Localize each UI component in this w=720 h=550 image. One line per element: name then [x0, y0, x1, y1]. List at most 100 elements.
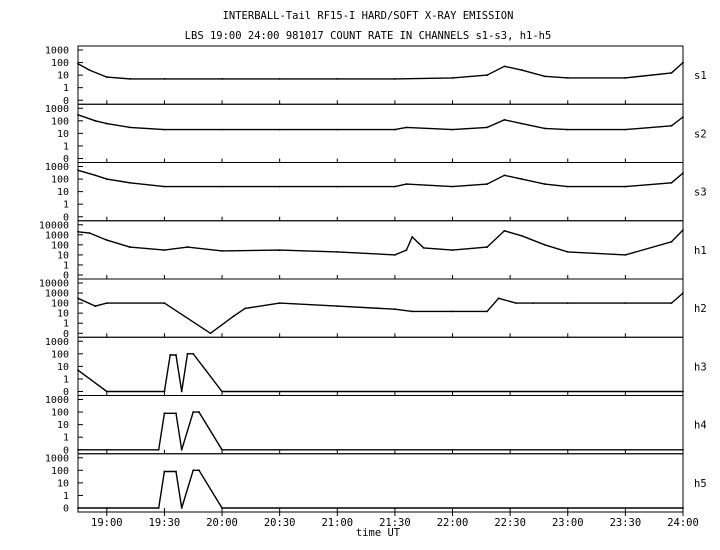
data-point-s3: [105, 178, 108, 180]
data-point-h2: [394, 308, 396, 311]
data-point-s2: [163, 128, 166, 131]
data-point-h1: [221, 250, 223, 252]
series-line-h5: [78, 469, 683, 509]
channel-label-s2: s2: [694, 128, 707, 140]
y-tick-label-h5: 100: [51, 466, 69, 477]
data-point-s2: [278, 128, 281, 131]
data-point-h3: [192, 352, 195, 355]
x-tick-label: 19:30: [149, 517, 181, 529]
y-tick-label-h2: 0: [63, 329, 69, 340]
series-line-s3: [77, 169, 684, 188]
data-point-s2: [503, 118, 506, 121]
data-point-s1: [278, 78, 281, 80]
data-point-h1: [77, 230, 79, 233]
channel-label-h2: h2: [694, 303, 707, 315]
data-point-s2: [94, 119, 97, 122]
y-tick-label-s1: 0: [63, 96, 69, 107]
data-point-h2: [163, 302, 166, 304]
data-point-h1: [422, 246, 425, 249]
data-point-h1: [163, 249, 166, 252]
data-point-s3: [336, 185, 339, 188]
data-point-h1: [670, 240, 673, 243]
data-point-s3: [543, 183, 546, 185]
data-point-s3: [394, 185, 396, 188]
y-tick-label-h1: 1: [63, 260, 69, 271]
series-line-h3: [77, 353, 683, 393]
y-tick-label-s2: 1: [63, 141, 69, 152]
panel-frame-s2: [77, 103, 684, 163]
y-tick-label-s1: 1000: [45, 46, 69, 57]
data-point-s2: [405, 126, 408, 129]
data-point-s1: [163, 78, 166, 80]
y-tick-label-s3: 100: [51, 175, 69, 186]
data-point-h2: [682, 292, 684, 294]
y-tick-label-s3: 10: [57, 187, 69, 198]
channel-label-h1: h1: [694, 245, 707, 257]
data-point-s1: [624, 77, 627, 79]
data-point-s1: [670, 72, 673, 74]
series-line-h4: [78, 411, 683, 451]
y-tick-label-h3: 1000: [45, 337, 69, 348]
y-tick-label-s2: 1000: [45, 104, 69, 115]
panel-frame-h5: [77, 453, 684, 513]
figure-title-line1: INTERBALL-Tail RF15-I HARD/SOFT X-RAY EM…: [223, 10, 514, 22]
data-point-h3: [186, 352, 189, 355]
data-point-s3: [503, 174, 506, 177]
data-point-s3: [405, 183, 408, 185]
channel-label-s3: s3: [694, 187, 707, 199]
data-point-s3: [221, 185, 223, 188]
panel-frame-h4: [77, 395, 684, 455]
x-tick-label: 22:30: [494, 517, 526, 529]
data-point-h5: [198, 469, 200, 472]
data-point-h1: [394, 254, 396, 256]
series-line-s1: [77, 62, 684, 80]
data-point-s2: [336, 128, 339, 131]
data-point-s3: [451, 185, 454, 188]
data-point-s2: [77, 113, 79, 116]
data-point-h5: [163, 470, 166, 473]
y-tick-label-h2: 10000: [39, 279, 69, 290]
data-point-s3: [77, 169, 79, 172]
data-point-h1: [186, 246, 189, 248]
y-tick-label-h2: 10: [57, 309, 69, 320]
y-tick-label-h4: 1: [63, 433, 69, 444]
data-point-s3: [94, 174, 97, 177]
y-tick-label-s2: 100: [51, 116, 69, 127]
channel-label-s1: s1: [694, 70, 707, 82]
data-point-s3: [278, 185, 281, 188]
data-point-h2: [532, 302, 535, 304]
y-tick-label-h1: 100: [51, 240, 69, 251]
data-point-s3: [682, 172, 684, 174]
series-line-s2: [77, 114, 684, 131]
y-tick-label-h4: 1000: [45, 395, 69, 406]
data-point-h5: [180, 507, 183, 509]
data-point-h4: [157, 448, 160, 451]
y-tick-label-s3: 1000: [45, 162, 69, 173]
data-point-s3: [128, 181, 131, 184]
data-point-s2: [520, 122, 523, 125]
data-point-h4: [180, 448, 183, 451]
channel-label-h3: h3: [694, 361, 707, 373]
data-point-h2: [566, 302, 569, 304]
y-tick-label-s3: 1: [63, 200, 69, 211]
time-axis: 19:00 19:30 20:00 20:30 21:00 21:30 22:00 22:30…: [91, 512, 699, 529]
data-point-h1: [411, 236, 414, 238]
data-point-s2: [128, 126, 131, 129]
data-point-h2: [486, 310, 488, 313]
data-point-h1: [88, 232, 91, 234]
y-tick-label-h2: 1000: [45, 289, 69, 300]
data-point-h2: [209, 332, 212, 335]
y-tick-label-h5: 0: [63, 504, 69, 515]
data-point-h5: [175, 470, 177, 473]
y-tick-label-s1: 1: [63, 83, 69, 94]
data-point-h1: [128, 246, 131, 248]
y-tick-label-h4: 100: [51, 408, 69, 419]
data-point-h2: [232, 315, 235, 318]
data-point-s2: [394, 128, 396, 131]
y-tick-label-s1: 100: [51, 58, 69, 69]
x-axis-label: time UT: [356, 527, 401, 539]
data-point-s1: [520, 69, 523, 72]
